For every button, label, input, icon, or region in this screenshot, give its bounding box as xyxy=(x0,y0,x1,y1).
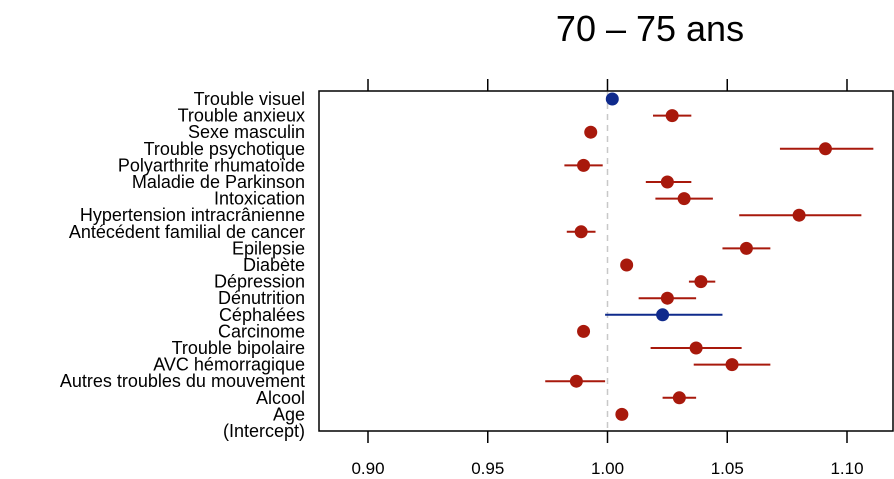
row-label: Dépression xyxy=(214,272,305,292)
row-label: Sexe masculin xyxy=(188,122,305,142)
point-estimate xyxy=(665,109,679,123)
point-estimate xyxy=(739,241,753,255)
x-tick-label: 0.95 xyxy=(471,459,504,478)
row-label: Autres troubles du mouvement xyxy=(60,371,305,391)
row-label: Dénutrition xyxy=(218,288,305,308)
row-label: Epilepsie xyxy=(232,238,305,258)
point-estimate xyxy=(656,308,670,322)
x-tick-label: 1.05 xyxy=(711,459,744,478)
x-tick-label: 0.90 xyxy=(351,459,384,478)
row-label: Trouble bipolaire xyxy=(172,338,305,358)
plot-area-frame xyxy=(318,90,894,432)
confidence-intervals xyxy=(545,114,874,399)
row-label: Age xyxy=(273,404,305,424)
point-estimate xyxy=(660,291,674,305)
chart-title: 70 – 75 ans xyxy=(555,8,745,49)
row-label: Antécédent familial de cancer xyxy=(69,222,305,242)
point-estimate xyxy=(694,275,708,289)
point-estimates xyxy=(569,92,832,421)
point-estimate xyxy=(577,158,591,172)
row-label: AVC hémorragique xyxy=(153,355,305,375)
x-tick-labels: 0.90 0.95 1.00 1.05 1.10 xyxy=(351,459,863,478)
point-estimate xyxy=(792,208,806,222)
row-label: Maladie de Parkinson xyxy=(132,172,305,192)
point-estimate xyxy=(689,341,703,355)
point-estimate xyxy=(584,125,598,139)
row-label: Céphalées xyxy=(219,305,305,325)
point-estimate xyxy=(818,142,832,156)
row-label: Trouble anxieux xyxy=(178,106,305,126)
x-tick-label: 1.00 xyxy=(591,459,624,478)
point-estimate xyxy=(574,225,588,239)
point-estimate xyxy=(672,391,686,405)
row-label: (Intercept) xyxy=(223,421,305,441)
x-tick-label: 1.10 xyxy=(830,459,863,478)
row-label: Polyarthrite rhumatoïde xyxy=(118,155,305,175)
point-estimate xyxy=(660,175,674,189)
point-estimate xyxy=(577,324,591,338)
point-estimate xyxy=(615,407,629,421)
row-label: Diabète xyxy=(243,255,305,275)
row-label: Trouble visuel xyxy=(194,89,305,109)
row-label: Hypertension intracrânienne xyxy=(80,205,305,225)
row-label: Alcool xyxy=(256,388,305,408)
row-label: Trouble psychotique xyxy=(144,139,305,159)
point-estimate xyxy=(677,192,691,206)
point-estimate xyxy=(605,92,619,106)
point-estimate xyxy=(620,258,634,272)
point-estimate xyxy=(569,374,583,388)
row-label: Intoxication xyxy=(214,189,305,209)
x-ticks-bottom xyxy=(367,431,848,443)
x-ticks-top xyxy=(367,79,848,91)
row-label: Carcinome xyxy=(218,321,305,341)
point-estimate xyxy=(725,358,739,372)
